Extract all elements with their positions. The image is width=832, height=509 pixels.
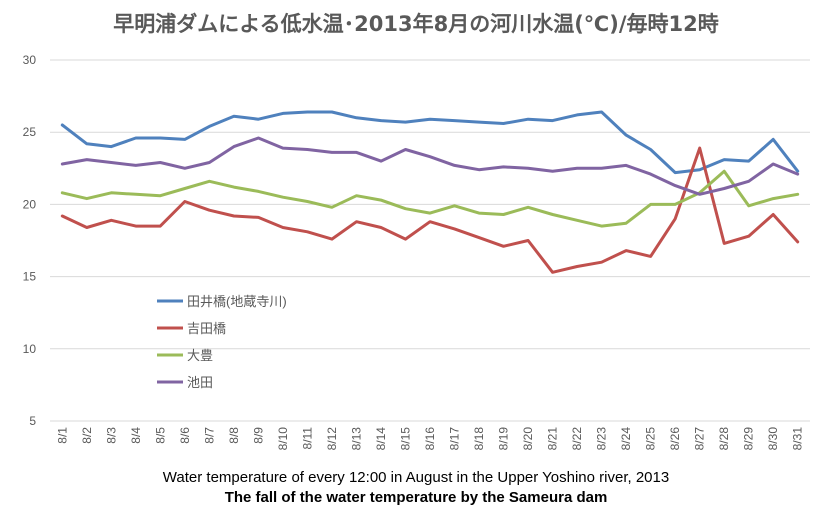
x-tick-label: 8/7: [202, 427, 216, 444]
x-tick-label: 8/2: [80, 427, 94, 444]
series-line: [60, 169, 800, 228]
x-tick-label: 8/11: [300, 427, 314, 450]
series-line: [60, 136, 800, 196]
series-line: [60, 146, 800, 274]
x-tick-label: 8/24: [619, 427, 633, 451]
y-tick-label: 25: [23, 125, 37, 139]
chart-title: 早明浦ダムによる低水温･2013年8月の河川水温(℃)/毎時12時: [113, 12, 719, 36]
x-tick-label: 8/27: [693, 427, 707, 451]
x-tick-label: 8/23: [595, 427, 609, 451]
x-tick-label: 8/15: [398, 427, 412, 451]
x-tick-label: 8/30: [766, 427, 780, 451]
x-tick-label: 8/22: [570, 427, 584, 451]
x-tick-label: 8/6: [178, 427, 192, 444]
x-tick-label: 8/14: [374, 427, 388, 451]
x-tick-label: 8/17: [448, 427, 462, 451]
x-tick-label: 8/26: [668, 427, 682, 451]
series-line: [60, 110, 800, 175]
y-tick-label: 30: [23, 53, 37, 67]
x-tick-label: 8/3: [104, 427, 118, 444]
x-tick-label: 8/13: [349, 427, 363, 451]
x-tick-label: 8/10: [276, 427, 290, 451]
x-tick-label: 8/12: [325, 427, 339, 451]
legend-label: 田井橋(地蔵寺川): [187, 294, 287, 309]
caption-subtitle: The fall of the water temperature by the…: [224, 489, 608, 506]
caption-english: Water temperature of every 12:00 in Augu…: [162, 469, 670, 486]
x-tick-label: 8/18: [472, 427, 486, 451]
legend-label: 大豊: [187, 348, 213, 363]
legend-label: 池田: [187, 375, 213, 390]
x-tick-label: 8/31: [791, 427, 805, 451]
x-tick-label: 8/28: [717, 427, 731, 451]
y-tick-label: 20: [23, 197, 37, 211]
y-tick-label: 10: [23, 342, 37, 356]
x-tick-label: 8/21: [546, 427, 560, 451]
x-tick-label: 8/4: [129, 427, 143, 444]
x-tick-label: 8/29: [742, 427, 756, 451]
x-tick-label: 8/1: [55, 427, 69, 444]
x-tick-label: 8/8: [227, 427, 241, 444]
y-tick-label: 5: [29, 414, 36, 428]
x-tick-label: 8/5: [153, 427, 167, 444]
x-tick-label: 8/19: [497, 427, 511, 451]
legend-label: 吉田橋: [187, 321, 226, 336]
x-tick-label: 8/25: [644, 427, 658, 451]
x-tick-label: 8/16: [423, 427, 437, 451]
x-tick-label: 8/9: [251, 427, 265, 444]
y-tick-label: 15: [23, 270, 37, 284]
x-tick-label: 8/20: [521, 427, 535, 451]
